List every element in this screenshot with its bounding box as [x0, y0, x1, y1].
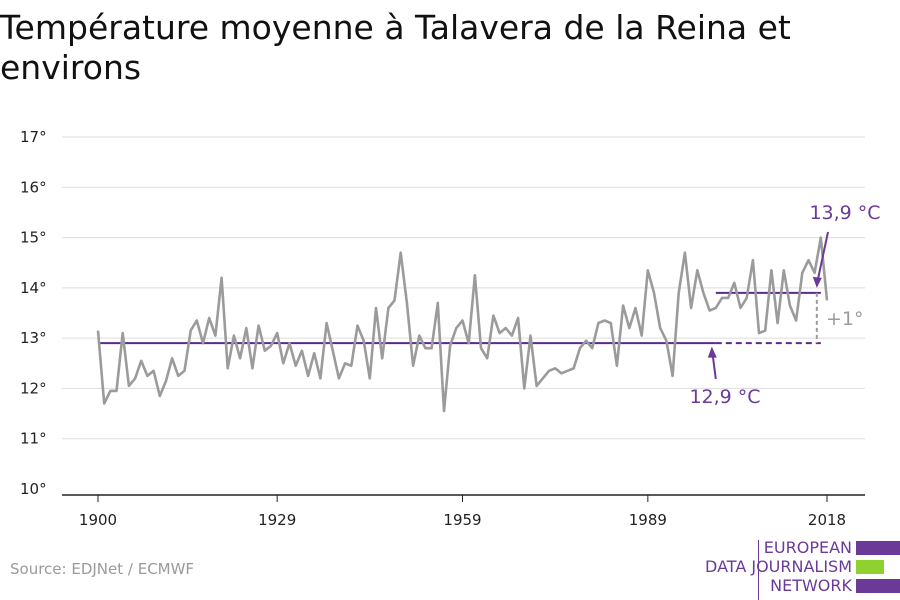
- source-note: Source: EDJNet / ECMWF: [10, 560, 195, 578]
- annotation-baseline-arrow-line: [711, 355, 717, 380]
- annotation-recent-arrow-line: [816, 231, 829, 281]
- y-tick-label: 17°: [20, 128, 47, 146]
- y-tick-label: 16°: [20, 178, 47, 196]
- annotation-baseline-arrowhead: [707, 346, 717, 358]
- x-tick-label: 1900: [79, 511, 117, 529]
- edjnet-logo[interactable]: EUROPEAN DATA JOURNALISM NETWORK: [700, 538, 900, 600]
- y-tick-label: 15°: [20, 229, 47, 247]
- logo-bar-purple-bottom: [856, 579, 900, 593]
- y-axis: 10° 11° 12° 13° 14° 15° 16° 17°: [20, 128, 47, 498]
- logo-text-line3: NETWORK: [770, 576, 852, 595]
- x-tick-label: 1989: [629, 511, 667, 529]
- y-tick-label: 11°: [20, 430, 47, 448]
- y-tick-label: 13°: [20, 329, 47, 347]
- annotation-difference-label: +1°: [826, 308, 864, 330]
- y-tick-label: 12°: [20, 379, 47, 397]
- logo-text-line2: DATA JOURNALISM: [705, 557, 852, 576]
- temperature-series-line: [96, 236, 829, 413]
- annotation-recent-label: 13,9 °C: [809, 202, 880, 224]
- x-tick-label: 1959: [443, 511, 481, 529]
- logo-bar-purple-top: [856, 541, 900, 555]
- annotation-recent-arrowhead: [812, 276, 822, 288]
- y-tick-label: 14°: [20, 279, 47, 297]
- chart-title: Température moyenne à Talavera de la Rei…: [0, 8, 791, 87]
- x-tick-label: 2018: [808, 511, 846, 529]
- logo-divider: [758, 540, 759, 600]
- x-axis: 1900 1929 1959 1989 2018: [62, 494, 865, 529]
- series-layer: [96, 236, 829, 413]
- logo-bar-green: [856, 560, 884, 574]
- x-tick-label: 1929: [258, 511, 296, 529]
- y-tick-label: 10°: [20, 480, 47, 498]
- annotation-baseline-label: 12,9 °C: [689, 386, 760, 408]
- logo-text-line1: EUROPEAN: [763, 538, 852, 557]
- reference-lines: [98, 291, 821, 345]
- annotations: 13,9 °C 12,9 °C +1°: [689, 202, 880, 408]
